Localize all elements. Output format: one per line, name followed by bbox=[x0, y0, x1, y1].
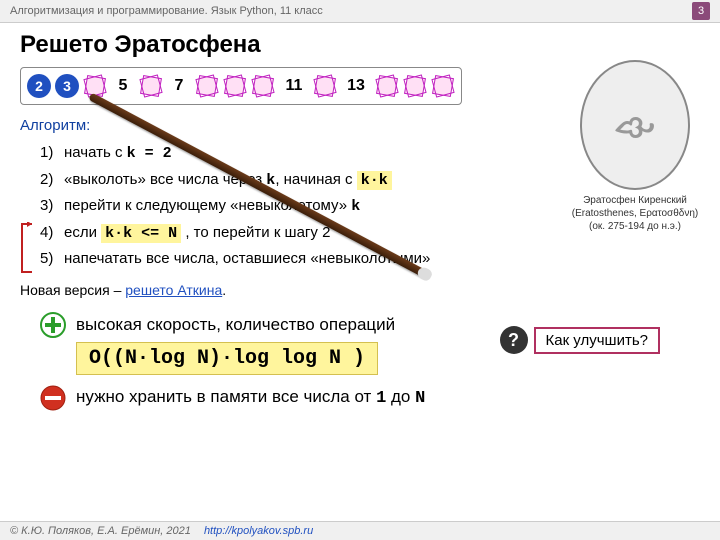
sieve-cell bbox=[83, 74, 107, 98]
sieve-cell bbox=[223, 74, 247, 98]
sieve-cell bbox=[139, 74, 163, 98]
sieve-cell: 5 bbox=[111, 77, 135, 95]
question-icon: ? bbox=[500, 326, 528, 354]
complexity-box: O((N·log N)·log log N ) bbox=[76, 342, 378, 375]
sieve-cell bbox=[431, 74, 455, 98]
minus-icon bbox=[40, 385, 66, 411]
portrait-block: 𐡷 Эратосфен Киренский (Eratosthenes, Ερα… bbox=[570, 60, 700, 233]
improve-callout: ? Как улучшить? bbox=[500, 326, 661, 354]
algorithm-steps: 1)начать с k = 2 2)«выколоть» все числа … bbox=[40, 140, 520, 272]
plus-icon bbox=[40, 312, 66, 338]
breadcrumb: Алгоритмизация и программирование. Язык … bbox=[10, 5, 323, 17]
slide-header: Алгоритмизация и программирование. Язык … bbox=[0, 0, 720, 23]
sieve-cell bbox=[251, 74, 275, 98]
sieve-cell: 11 bbox=[279, 77, 309, 95]
sieve-cell: 7 bbox=[167, 77, 191, 95]
sieve-cell bbox=[403, 74, 427, 98]
sieve-cell bbox=[195, 74, 219, 98]
sieve-cell: 13 bbox=[341, 77, 371, 95]
page-number: 3 bbox=[692, 2, 710, 20]
new-version-note: Новая версия – решето Аткина. bbox=[20, 282, 700, 298]
portrait-placeholder: 𐡷 bbox=[580, 60, 690, 190]
sieve-cell: 3 bbox=[55, 74, 79, 98]
atkin-link[interactable]: решето Аткина bbox=[125, 282, 222, 298]
cons-row: нужно хранить в памяти все числа от 1 до… bbox=[40, 385, 700, 411]
sieve-strip: 23 5 7 11 13 bbox=[20, 67, 462, 105]
slide-footer: © К.Ю. Поляков, Е.А. Ерёмин, 2021 http:/… bbox=[0, 521, 720, 540]
portrait-caption: Эратосфен Киренский (Eratosthenes, Ερατο… bbox=[570, 194, 700, 233]
sieve-cell: 2 bbox=[27, 74, 51, 98]
sieve-cell bbox=[375, 74, 399, 98]
sieve-cell bbox=[313, 74, 337, 98]
footer-link[interactable]: http://kpolyakov.spb.ru bbox=[204, 525, 313, 537]
improve-label: Как улучшить? bbox=[534, 327, 661, 354]
